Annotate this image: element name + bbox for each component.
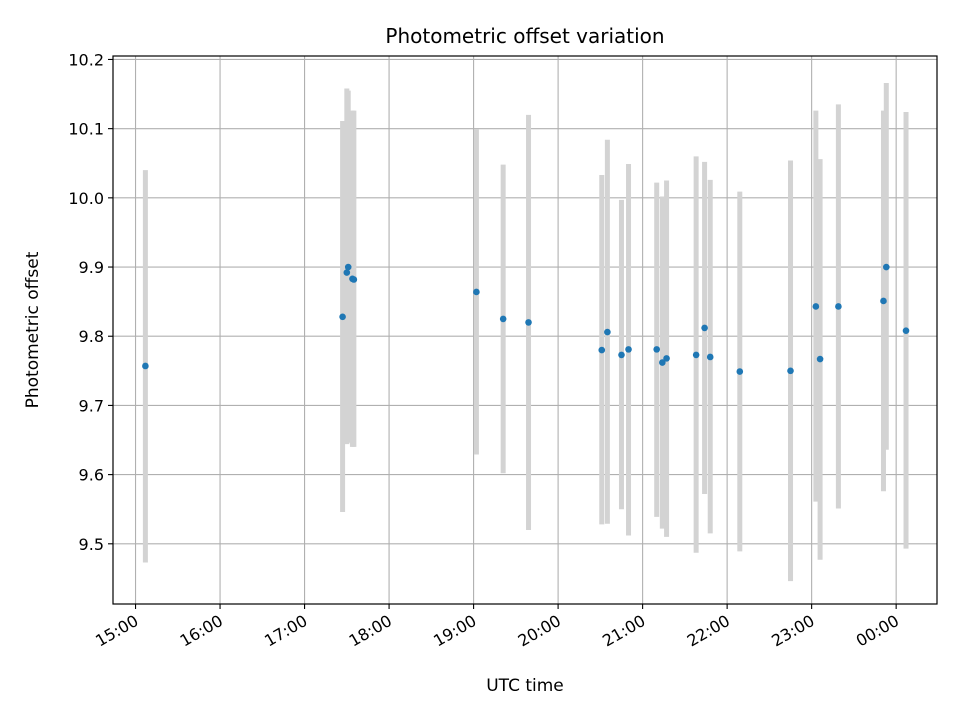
data-point xyxy=(663,355,670,362)
y-tick-label: 10.1 xyxy=(68,120,104,139)
data-point xyxy=(835,303,842,310)
data-point xyxy=(618,351,625,359)
y-tick-label: 10.0 xyxy=(68,189,104,208)
data-point xyxy=(350,276,358,283)
y-axis-label: Photometric offset xyxy=(23,251,43,408)
plot-area-frame xyxy=(112,55,938,605)
data-point xyxy=(525,319,532,326)
data-point xyxy=(344,263,352,271)
data-point xyxy=(882,263,890,271)
data-point xyxy=(812,303,820,310)
data-point xyxy=(653,346,660,353)
y-tick-label: 9.7 xyxy=(79,396,104,415)
data-point xyxy=(816,355,824,363)
data-point xyxy=(701,324,708,332)
data-point xyxy=(625,346,632,353)
y-tick-label: 9.5 xyxy=(79,535,104,554)
data-point xyxy=(787,367,794,375)
y-tick-label: 10.2 xyxy=(68,50,104,69)
y-axis-ticks: 9.5 9.6 9.7 9.8 9.9 10.0 10.1 10.2 xyxy=(68,50,113,554)
data-point xyxy=(659,359,666,366)
data-point xyxy=(706,353,714,361)
y-tick-label: 9.9 xyxy=(79,258,104,277)
chart-title: Photometric offset variation xyxy=(385,24,664,48)
x-axis-label: UTC time xyxy=(486,676,564,696)
y-tick-label: 9.8 xyxy=(79,327,104,346)
data-point xyxy=(604,328,611,336)
data-point xyxy=(499,315,507,323)
data-point xyxy=(902,327,910,334)
data-point xyxy=(692,351,700,359)
data-point xyxy=(598,346,606,354)
data-point xyxy=(343,269,351,276)
data-point xyxy=(736,368,744,375)
data-points xyxy=(142,263,910,375)
data-point xyxy=(142,362,149,370)
y-tick-label: 9.6 xyxy=(79,466,104,485)
data-point xyxy=(339,313,346,321)
grid xyxy=(113,56,937,604)
data-point xyxy=(880,297,887,305)
data-point xyxy=(473,288,480,296)
